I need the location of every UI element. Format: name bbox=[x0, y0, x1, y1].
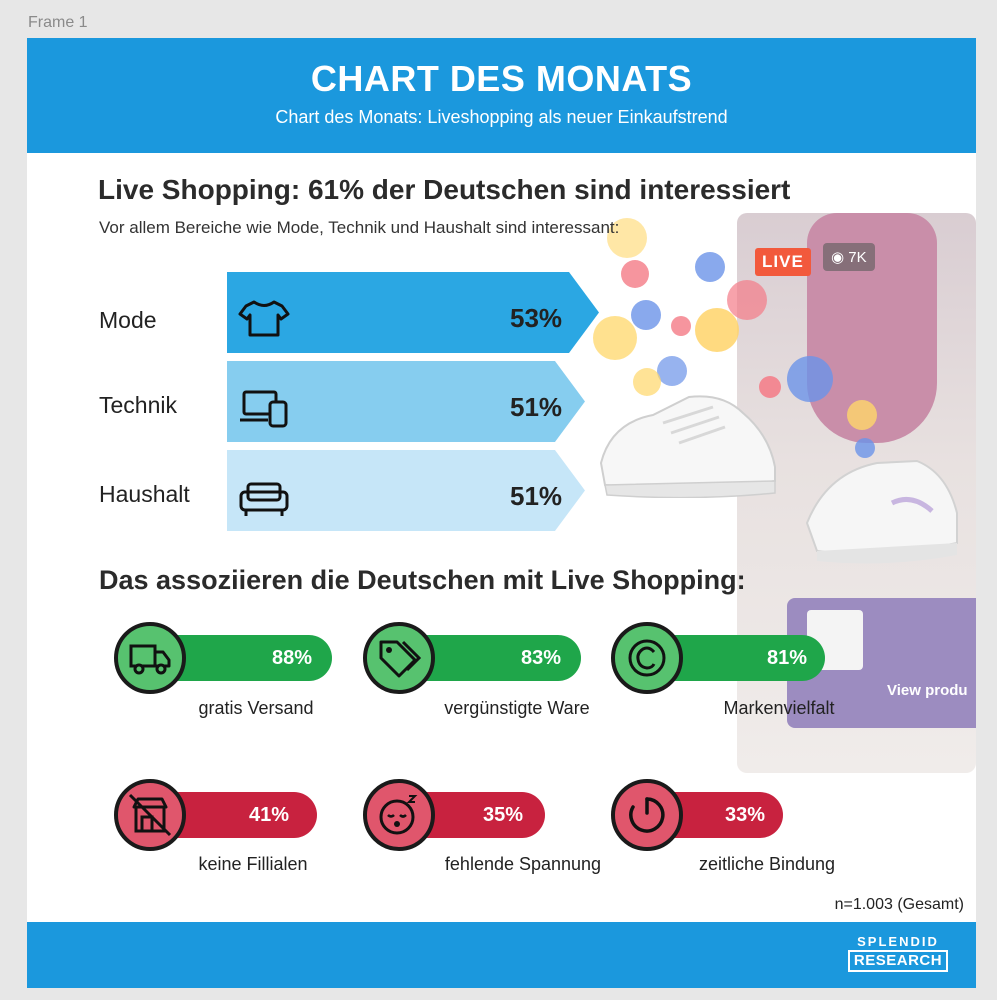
heart-reaction-icon bbox=[671, 316, 691, 336]
header-banner: CHART DES MONATS Chart des Monats: Lives… bbox=[27, 38, 976, 153]
logo-line1: SPLENDID bbox=[857, 934, 939, 949]
wow-reaction-icon bbox=[847, 400, 877, 430]
sofa-icon bbox=[239, 482, 289, 516]
devices-icon bbox=[240, 390, 288, 428]
bar-haushalt bbox=[227, 450, 585, 531]
copyright-icon bbox=[628, 639, 666, 677]
reaction-emoji-icon bbox=[607, 218, 647, 258]
bar-value-mode: 53% bbox=[510, 303, 563, 333]
wow-reaction-icon bbox=[695, 308, 739, 352]
like-reaction-icon bbox=[695, 252, 725, 282]
pill-label-markenvielfalt: Markenvielfalt bbox=[723, 698, 835, 718]
page-subtitle: Chart des Monats: Liveshopping als neuer… bbox=[275, 107, 728, 127]
sneaker-image bbox=[599, 395, 776, 498]
live-shopping-photo: View produ bbox=[737, 213, 976, 773]
pill-label-keine-fillialen: keine Fillialen bbox=[198, 854, 308, 874]
viewer-count: ◉ 7K bbox=[823, 243, 875, 271]
eye-icon: ◉ bbox=[831, 249, 845, 266]
bar-value-technik: 51% bbox=[510, 392, 563, 422]
laugh-reaction-icon bbox=[593, 316, 637, 360]
page-title: CHART DES MONATS bbox=[310, 58, 693, 99]
pill-circle-keine-fillialen bbox=[114, 779, 186, 851]
logo-line2: RESEARCH bbox=[848, 950, 948, 972]
heart-reaction-icon bbox=[759, 376, 781, 398]
bar-value-haushalt: 51% bbox=[510, 481, 563, 511]
live-badge: LIVE bbox=[755, 248, 811, 276]
sample-size-note: n=1.003 (Gesamt) bbox=[834, 896, 964, 913]
product-card: View produ bbox=[787, 598, 976, 728]
bar-label-technik: Technik bbox=[99, 392, 177, 418]
sleepy-face-icon bbox=[379, 795, 418, 835]
like-reaction-icon bbox=[855, 438, 875, 458]
section2-title: Das assoziieren die Deutschen mit Live S… bbox=[99, 565, 746, 595]
view-product-label: View produ bbox=[887, 682, 968, 699]
price-tag-icon bbox=[379, 640, 421, 678]
splendid-research-logo: SPLENDID RESEARCH bbox=[848, 934, 948, 972]
pill-label-zeitliche-bindung: zeitliche Bindung bbox=[698, 854, 836, 874]
heart-reaction-icon bbox=[727, 280, 767, 320]
bar-mode bbox=[227, 272, 599, 353]
like-reaction-icon bbox=[787, 356, 833, 402]
section1-title: Live Shopping: 61% der Deutschen sind in… bbox=[98, 174, 791, 205]
store-crossed-icon bbox=[128, 793, 172, 837]
pill-value-keine-fillialen: 41% bbox=[249, 804, 290, 826]
frame-label: Frame 1 bbox=[28, 14, 88, 31]
bar-technik bbox=[227, 361, 585, 442]
like-reaction-icon bbox=[631, 300, 661, 330]
section1-subtitle: Vor allem Bereiche wie Mode, Technik und… bbox=[99, 218, 620, 237]
pill-label-verguenstigte-ware: vergünstigte Ware bbox=[444, 698, 590, 718]
like-reaction-icon bbox=[657, 356, 687, 386]
pill-circle-verguenstigte-ware bbox=[363, 622, 435, 694]
viewer-count-value: 7K bbox=[848, 249, 867, 266]
truck-icon bbox=[129, 644, 171, 675]
pill-value-gratis-versand: 88% bbox=[272, 647, 313, 669]
tshirt-icon bbox=[238, 300, 290, 337]
bar-label-mode: Mode bbox=[99, 307, 157, 333]
pill-circle-gratis-versand bbox=[114, 622, 186, 694]
pill-value-fehlende-spannung: 35% bbox=[483, 804, 524, 826]
pill-circle-zeitliche-bindung bbox=[611, 779, 683, 851]
pill-label-fehlende-spannung: fehlende Spannung bbox=[444, 854, 602, 874]
sneaker-photo-icon bbox=[805, 459, 958, 564]
pill-circle-markenvielfalt bbox=[611, 622, 683, 694]
pill-value-zeitliche-bindung: 33% bbox=[725, 804, 766, 826]
pill-label-gratis-versand: gratis Versand bbox=[198, 698, 314, 718]
pill-value-verguenstigte-ware: 83% bbox=[521, 647, 562, 669]
heart-reaction-icon bbox=[621, 260, 649, 288]
timer-icon bbox=[629, 797, 665, 833]
interest-bar-chart bbox=[227, 272, 599, 531]
pill-circle-fehlende-spannung bbox=[363, 779, 435, 851]
infographic-card: CHART DES MONATS Chart des Monats: Lives… bbox=[27, 38, 976, 988]
bar-label-haushalt: Haushalt bbox=[99, 481, 190, 507]
footer-banner: SPLENDID RESEARCH bbox=[27, 922, 976, 988]
pill-value-markenvielfalt: 81% bbox=[767, 647, 808, 669]
wow-reaction-icon bbox=[633, 368, 661, 396]
